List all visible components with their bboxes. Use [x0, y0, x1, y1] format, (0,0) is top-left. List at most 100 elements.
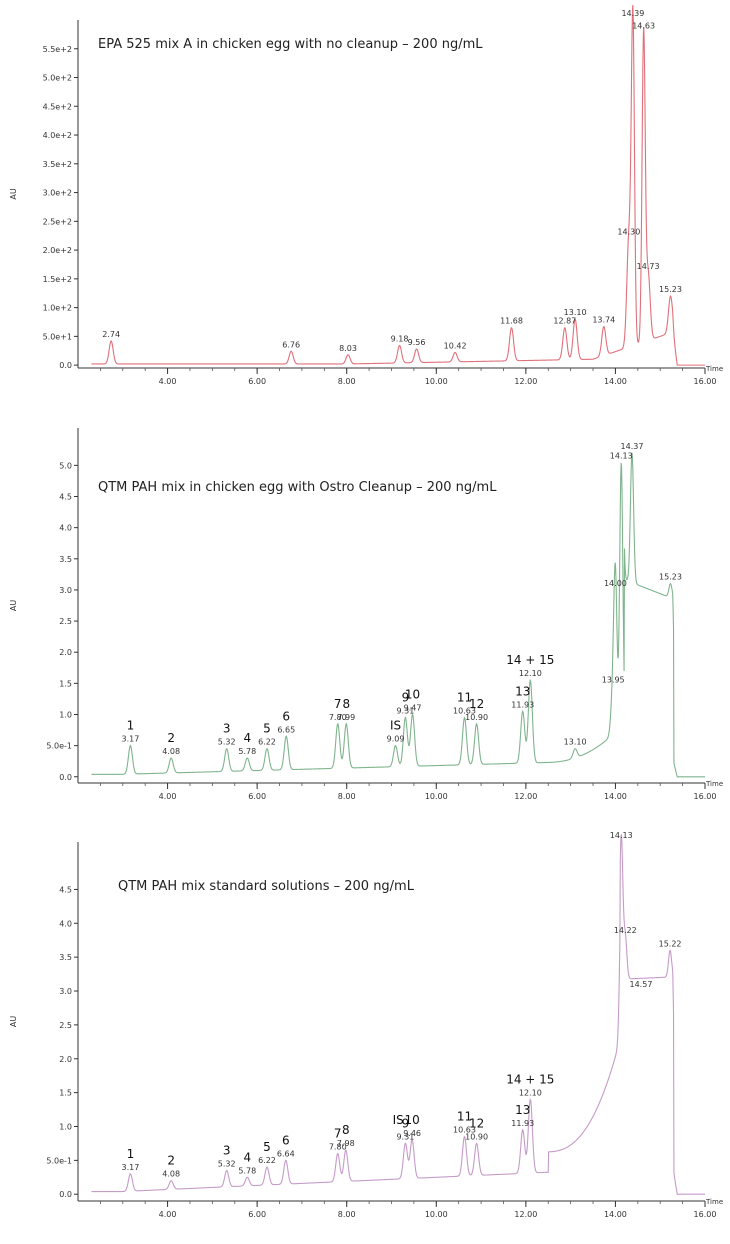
- peak-label: 10.42: [444, 341, 467, 350]
- compound-annotation: 2: [167, 731, 175, 745]
- x-tick-label: 6.00: [248, 377, 266, 385]
- chromatogram-panel-1: 0.0 5.0e+1 1.0e+2 1.5e+2 2.0e+2 2.5e+2 3.0e+2 3…: [0, 0, 730, 386]
- x-axis-label: Time: [705, 365, 723, 373]
- y-tick-label: 5.0e+1: [43, 332, 72, 341]
- compound-annotation: 10: [405, 687, 420, 701]
- peak-label: 13.95: [602, 675, 625, 684]
- peak-label: 6.76: [282, 340, 300, 349]
- x-tick-label: 8.00: [338, 377, 356, 385]
- compound-annotation: 13: [515, 684, 530, 698]
- peak-label: 7.80: [329, 1143, 347, 1152]
- peak-label: 5.78: [238, 1166, 256, 1175]
- x-tick-label: 6.00: [248, 792, 266, 801]
- compound-annotation: 9: [402, 691, 410, 705]
- x-axis-label: Time: [705, 1198, 723, 1206]
- x-tick-label: 16.00: [694, 1210, 717, 1219]
- peak-label: 14.37: [621, 442, 644, 451]
- y-tick-label: 4.5: [59, 493, 72, 502]
- y-tick-label: 0.0: [59, 773, 72, 782]
- peak-label: 13.10: [564, 308, 587, 317]
- x-tick-label: 8.00: [338, 792, 356, 801]
- y-tick-label: 2.5: [59, 1021, 72, 1030]
- y-tick-label: 0.0: [59, 1190, 72, 1199]
- peak-label: 15.22: [659, 939, 682, 948]
- x-tick-label: 8.00: [338, 1210, 356, 1219]
- compound-annotation: 2: [167, 1154, 175, 1168]
- compound-annotation: 6: [282, 709, 290, 723]
- compound-annotation: 3: [223, 722, 231, 736]
- peak-label: 6.64: [277, 1149, 295, 1158]
- compound-annotation: 13: [515, 1103, 530, 1117]
- y-tick-label: 1.0: [59, 710, 72, 719]
- chromatogram-trace: [91, 452, 705, 778]
- y-tick-label: 4.0: [59, 524, 72, 533]
- peak-label: 3.17: [121, 735, 139, 744]
- x-tick-label: 12.00: [514, 1210, 537, 1219]
- peak-label: 14.13: [610, 831, 633, 840]
- y-tick-label: 3.0e+2: [43, 189, 72, 198]
- peak-label: 9.18: [391, 335, 409, 344]
- y-tick-label: 2.5: [59, 617, 72, 626]
- x-tick-label: 16.00: [694, 792, 717, 801]
- x-tick-label: 16.00: [694, 377, 717, 385]
- y-tick-label: 5.0e+2: [43, 74, 72, 83]
- y-tick-label: 4.5: [59, 885, 72, 894]
- peak-label: 14.39: [621, 9, 644, 18]
- peak-label: 14.63: [632, 22, 655, 31]
- peak-label: 11.93: [511, 1119, 534, 1128]
- peak-label: 14.73: [637, 262, 660, 271]
- compound-annotation: 9: [402, 1116, 410, 1130]
- peak-label: 7.80: [329, 713, 347, 722]
- x-tick-label: 10.00: [425, 792, 448, 801]
- x-tick-label: 10.00: [425, 377, 448, 385]
- compound-annotation: 14 + 15: [506, 653, 554, 667]
- peak-label: 14.57: [630, 980, 653, 989]
- peak-label: 5.32: [218, 1160, 236, 1169]
- y-tick-label: 4.5e+2: [43, 102, 72, 111]
- peak-label: 8.03: [339, 344, 357, 353]
- peak-label: 10.90: [465, 713, 488, 722]
- y-tick-label: 1.5: [59, 1089, 72, 1098]
- peak-label: 6.65: [277, 725, 295, 734]
- y-axis-label: AU: [9, 600, 18, 611]
- peak-label: 13.74: [592, 316, 615, 325]
- compound-annotation: 4: [243, 1150, 251, 1164]
- x-tick-label: 12.00: [514, 792, 537, 801]
- peak-label: 15.23: [659, 573, 682, 582]
- peak-label: 12.87: [553, 317, 576, 326]
- peak-label: 7.99: [337, 713, 355, 722]
- peak-label: 4.08: [162, 1170, 180, 1179]
- y-tick-label: 1.5e+2: [43, 275, 72, 284]
- x-tick-label: 4.00: [159, 792, 177, 801]
- compound-annotation: 1: [127, 719, 135, 733]
- peak-label: 2.74: [102, 330, 120, 339]
- compound-annotation: IS: [393, 1113, 404, 1127]
- peak-label: 11.93: [511, 700, 534, 709]
- peak-label: 13.10: [564, 738, 587, 747]
- peak-label: 9.09: [387, 735, 405, 744]
- compound-annotation: 10: [404, 1113, 419, 1127]
- compound-annotation: 8: [342, 697, 350, 711]
- peak-label: 10.63: [453, 707, 476, 716]
- compound-annotation: 5: [263, 722, 271, 736]
- peak-label: 12.10: [519, 669, 542, 678]
- x-tick-label: 14.00: [604, 377, 627, 385]
- y-tick-label: 3.5e+2: [43, 160, 72, 169]
- compound-annotation: 3: [223, 1144, 231, 1158]
- peak-label: 3.17: [121, 1163, 139, 1172]
- chart-title: EPA 525 mix A in chicken egg with no cle…: [98, 37, 483, 52]
- y-tick-label: 0.0: [59, 361, 72, 370]
- y-tick-label: 5.5e+2: [43, 45, 72, 54]
- peak-label: 4.08: [162, 747, 180, 756]
- chromatogram-svg-2: 0.0 5.0e-1 1.0 1.5 2.0 2.5 3.0 3.5 4.0 4.5 5.0 4.00…: [9, 428, 723, 801]
- y-tick-label: 1.0e+2: [43, 304, 72, 313]
- compound-annotation: 4: [243, 731, 251, 745]
- peak-label: 11.68: [500, 317, 523, 326]
- peak-label: 6.22: [258, 738, 276, 747]
- y-tick-label: 3.5: [59, 953, 72, 962]
- x-tick-label: 14.00: [604, 1210, 627, 1219]
- y-tick-label: 2.0: [59, 1055, 72, 1064]
- peak-label: 6.22: [258, 1156, 276, 1165]
- y-tick-label: 3.0: [59, 586, 72, 595]
- peak-label: 15.23: [659, 285, 682, 294]
